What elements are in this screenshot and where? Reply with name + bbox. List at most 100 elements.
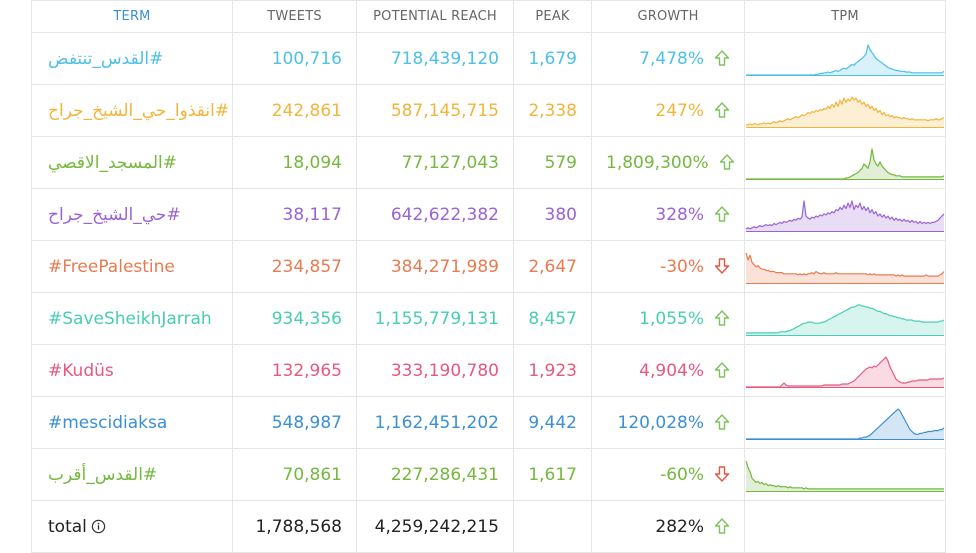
term-cell[interactable]: القدس_أقرب# [31,448,233,501]
header-term[interactable]: TERM [31,0,233,33]
term-cell[interactable]: انقذوا_حي_الشيخ_جراح# [31,84,233,137]
tpm-sparkline-line [745,199,945,229]
tpm-sparkline-3 [745,199,945,232]
tpm-sparkline-6 [746,355,945,388]
term-label[interactable]: #SaveSheikhJarrah [48,308,212,329]
growth-cell: 1,809,300% [591,136,745,189]
growth-cell: 1,055% [591,292,745,345]
tweets-cell: 38,117 [232,188,357,241]
arrow-up-icon [714,517,730,534]
tpm-sparkline-area [746,356,944,387]
arrow-up-icon [714,413,730,430]
growth-value: 120,028% [617,412,704,433]
growth-value: 4,904% [639,360,704,381]
growth-value: 1,809,300% [606,152,709,173]
table-row[interactable]: حي_الشيخ_جراح# 38,117 642,622,382 380 328% [31,188,946,241]
table-row[interactable]: #mescidiaksa 548,987 1,162,451,202 9,442 120… [31,396,946,449]
table-row[interactable]: القدس_تنتفض# 100,716 718,439,120 1,679 7,478… [31,32,946,85]
arrow-down-icon [714,465,730,482]
peak-cell: 1,679 [513,32,592,85]
table-row[interactable]: القدس_أقرب# 70,861 227,286,431 1,617 -60% [31,448,946,501]
arrow-up-icon [714,49,730,66]
tpm-cell [744,240,946,293]
growth-cell: -60% [591,448,745,501]
term-cell[interactable]: المسجد_الاقصي# [31,136,233,189]
term-label[interactable]: حي_الشيخ_جراح# [48,204,181,225]
tpm-sparkline-line [745,252,945,277]
table-row[interactable]: انقذوا_حي_الشيخ_جراح# 242,861 587,145,715 2… [31,84,946,137]
table-body: القدس_تنتفض# 100,716 718,439,120 1,679 7,478… [31,32,946,501]
tpm-sparkline-7 [746,407,945,440]
term-cell[interactable]: القدس_تنتفض# [31,32,233,85]
term-cell[interactable]: حي_الشيخ_جراح# [31,188,233,241]
term-label[interactable]: المسجد_الاقصي# [48,152,177,173]
term-label[interactable]: انقذوا_حي_الشيخ_جراح# [48,100,230,121]
growth-arrow [714,309,730,327]
reach-cell: 227,286,431 [356,448,514,501]
reach-cell: 333,190,780 [356,344,514,397]
growth-arrow [719,153,735,171]
total-label: total [48,516,87,537]
tpm-cell [744,292,946,345]
growth-arrow [714,465,730,483]
term-cell[interactable]: #Kudüs [31,344,233,397]
term-label[interactable]: #Kudüs [48,360,114,381]
growth-arrow [714,361,730,379]
peak-cell: 2,338 [513,84,592,137]
table-row[interactable]: #FreePalestine 234,857 384,271,989 2,647 -30… [31,240,946,293]
term-label[interactable]: #mescidiaksa [48,412,168,433]
header-tweets[interactable]: TWEETS [232,0,357,33]
tpm-cell [744,396,946,449]
tpm-sparkline-area [746,252,944,283]
tpm-cell [744,32,946,85]
term-label[interactable]: القدس_أقرب# [48,464,158,485]
tpm-cell [744,448,946,501]
tpm-sparkline-area [746,460,944,491]
reach-cell: 1,162,451,202 [356,396,514,449]
total-label-cell: total [31,500,233,553]
tpm-sparkline-0 [746,43,945,76]
reach-cell: 718,439,120 [356,32,514,85]
info-icon[interactable] [91,519,106,534]
tpm-sparkline-area [746,148,944,179]
tpm-cell [744,344,946,397]
term-label[interactable]: #FreePalestine [48,256,175,277]
total-growth: 282% [655,516,704,537]
growth-arrow [714,205,730,223]
term-cell[interactable]: #SaveSheikhJarrah [31,292,233,345]
term-cell[interactable]: #FreePalestine [31,240,233,293]
tpm-sparkline-1 [746,95,945,128]
total-reach: 4,259,242,215 [356,500,514,553]
header-potential-reach[interactable]: POTENTIAL REACH [356,0,514,33]
growth-arrow [714,49,730,67]
growth-value: 7,478% [639,48,704,69]
arrow-up-icon [714,361,730,378]
arrow-up-icon [714,205,730,222]
arrow-up-icon [719,153,734,170]
header-growth[interactable]: GROWTH [591,0,745,33]
tweets-cell: 70,861 [232,448,357,501]
growth-cell: 328% [591,188,745,241]
peak-cell: 9,442 [513,396,592,449]
table-row[interactable]: #Kudüs 132,965 333,190,780 1,923 4,904% [31,344,946,397]
tpm-sparkline-area [746,44,944,75]
tweets-cell: 548,987 [232,396,357,449]
reach-cell: 642,622,382 [356,188,514,241]
arrow-up-icon [714,309,730,326]
peak-cell: 8,457 [513,292,592,345]
tweets-cell: 18,094 [232,136,357,189]
table-row[interactable]: #SaveSheikhJarrah 934,356 1,155,779,131 8,4… [31,292,946,345]
tpm-cell [744,136,946,189]
term-label[interactable]: القدس_تنتفض# [48,48,164,69]
tpm-sparkline-area [746,304,944,335]
growth-arrow [714,101,730,119]
tweets-cell: 934,356 [232,292,357,345]
reach-cell: 587,145,715 [356,84,514,137]
table-row[interactable]: المسجد_الاقصي# 18,094 77,127,043 579 1,809,3… [31,136,946,189]
tweets-cell: 132,965 [232,344,357,397]
peak-cell: 1,617 [513,448,592,501]
term-cell[interactable]: #mescidiaksa [31,396,233,449]
header-peak[interactable]: PEAK [513,0,592,33]
tpm-sparkline-5 [746,303,945,336]
tpm-sparkline-2 [746,147,945,180]
